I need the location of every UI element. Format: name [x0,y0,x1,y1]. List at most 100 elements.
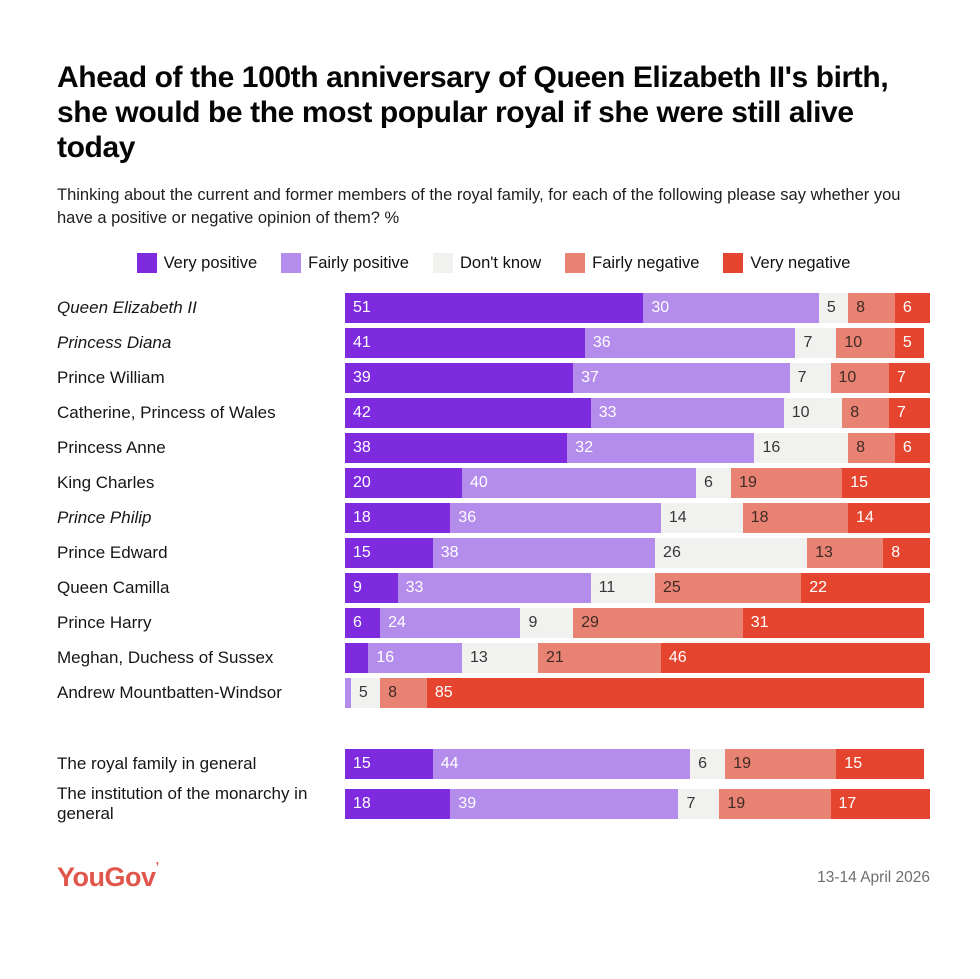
legend-item-very-negative: Very negative [723,253,850,273]
bar-segment-fairly-negative: 8 [842,398,890,428]
bar-segment-very-negative: 85 [426,678,925,708]
bar-track: 41 36 7 10 5 [345,328,930,358]
bar-segment-very-negative: 8 [883,538,930,568]
segment-value: 17 [838,795,857,812]
yougov-logo-text: YouGov [57,862,156,892]
bar-segment-dont-know: 6 [696,468,732,498]
segment-value: 5 [826,299,836,316]
segment-value: 44 [440,755,459,772]
segment-value: 9 [353,579,362,596]
segment-value: 7 [797,369,807,386]
bar-track: 16 13 21 46 [345,643,930,673]
segment-value: 18 [353,509,371,526]
question-text: Thinking about the current and former me… [57,186,901,227]
segment-value: 51 [353,299,371,316]
bar-segment-dont-know: 16 [754,433,849,463]
chart-row: Queen Camilla 9 33 11 25 22 [57,573,930,603]
bar-segment-very-positive: 41 [345,328,585,358]
category-label: King Charles [57,473,155,492]
bar-segment-dont-know: 11 [590,573,656,603]
bar-track: 6 24 9 29 31 [345,608,930,638]
segment-value: 7 [897,404,906,421]
legend-label: Very negative [750,253,851,272]
segment-value: 32 [575,439,594,456]
chart: Queen Elizabeth II 51 30 5 8 6 Princess Diana 4… [57,293,930,824]
bar-segment-fairly-positive: 40 [462,468,696,498]
bar-segment-fairly-positive: 33 [397,573,591,603]
segment-value: 8 [856,439,865,456]
category-label: Prince Edward [57,543,168,562]
bar-segment-fairly-positive: 38 [432,538,656,568]
bar-segment-very-positive: 38 [345,433,568,463]
bar-segment-very-negative: 7 [889,398,930,428]
bar-track: 51 30 5 8 6 [345,293,930,323]
group-gap [57,713,930,749]
bar-segment-fairly-negative: 10 [836,328,895,358]
chart-row: Andrew Mountbatten-Windsor 5 8 85 [57,678,930,708]
bar-segment-very-positive [345,643,369,673]
footer: YouGov’ 13-14 April 2026 [57,860,930,893]
bar-segment-very-positive: 15 [345,538,433,568]
legend-label: Fairly positive [308,253,409,272]
segment-value: 15 [844,755,863,772]
legend-swatch-fairly-negative [565,253,586,273]
bar-track: 18 39 7 19 17 [345,789,930,819]
legend-swatch-fairly-positive [281,253,302,273]
chart-row: King Charles 20 40 6 19 15 [57,468,930,498]
chart-row: Catherine, Princess of Wales 42 33 10 8 7 [57,398,930,428]
bar-segment-dont-know: 5 [818,293,849,323]
bar-segment-fairly-negative: 8 [848,433,895,463]
bar-segment-dont-know: 9 [520,608,574,638]
segment-value: 18 [750,509,769,526]
segment-value: 5 [358,684,368,701]
bar-track: 42 33 10 8 7 [345,398,930,428]
bar-segment-dont-know: 13 [461,643,539,673]
bar-segment-very-positive: 51 [345,293,644,323]
segment-value: 19 [727,795,746,812]
segment-value: 26 [663,544,681,561]
bar-segment-dont-know: 26 [655,538,808,568]
category-label: Queen Elizabeth II [57,298,197,317]
segment-value: 5 [902,334,912,351]
legend-label: Very positive [163,253,258,272]
legend-swatch-very-positive [136,253,157,273]
chart-row: Prince William 39 37 7 10 7 [57,363,930,393]
bar-segment-dont-know: 6 [690,749,726,779]
bar-track: 5 8 85 [345,678,930,708]
bar-segment-fairly-negative: 13 [807,538,884,568]
segment-value: 31 [750,614,769,631]
bar-segment-fairly-negative: 19 [725,749,837,779]
segment-value: 25 [663,579,681,596]
segment-value: 16 [376,649,395,666]
chart-row: Princess Diana 41 36 7 10 5 [57,328,930,358]
bar-track: 38 32 16 8 6 [345,433,930,463]
bar-segment-fairly-positive: 33 [590,398,784,428]
bar-segment-very-negative: 6 [894,293,930,323]
legend: Very positive Fairly positive Don't know Fa… [57,253,930,273]
legend-item-fairly-positive: Fairly positive [281,253,409,273]
bar-segment-very-positive: 20 [345,468,462,498]
segment-value: 8 [850,404,860,421]
segment-value: 30 [651,299,670,316]
legend-item-dont-know: Don't know [433,253,541,273]
chart-row: Meghan, Duchess of Sussex 16 13 21 46 [57,643,930,673]
bar-segment-fairly-positive: 44 [432,749,691,779]
chart-row: The royal family in general 15 44 6 19 15 [57,749,930,779]
chart-row: Princess Anne 38 32 16 8 6 [57,433,930,463]
bar-segment-very-negative: 6 [894,433,930,463]
segment-value: 19 [739,474,757,491]
segment-value: 6 [698,755,708,772]
bar-segment-fairly-positive: 36 [584,328,796,358]
category-label: Queen Camilla [57,578,170,597]
bar-segment-very-positive: 18 [345,503,451,533]
segment-value: 18 [353,795,371,812]
bar-segment-very-negative: 7 [889,363,930,393]
category-label: The institution of the monarchy in gener… [57,784,308,823]
bar-segment-very-positive: 42 [345,398,591,428]
bar-segment-fairly-negative: 19 [719,789,831,819]
bar-segment-very-negative: 15 [842,468,930,498]
bar-segment-very-positive: 39 [345,363,574,393]
segment-value: 21 [546,649,564,666]
segment-value: 6 [704,474,713,491]
bar-segment-very-negative: 15 [836,749,925,779]
